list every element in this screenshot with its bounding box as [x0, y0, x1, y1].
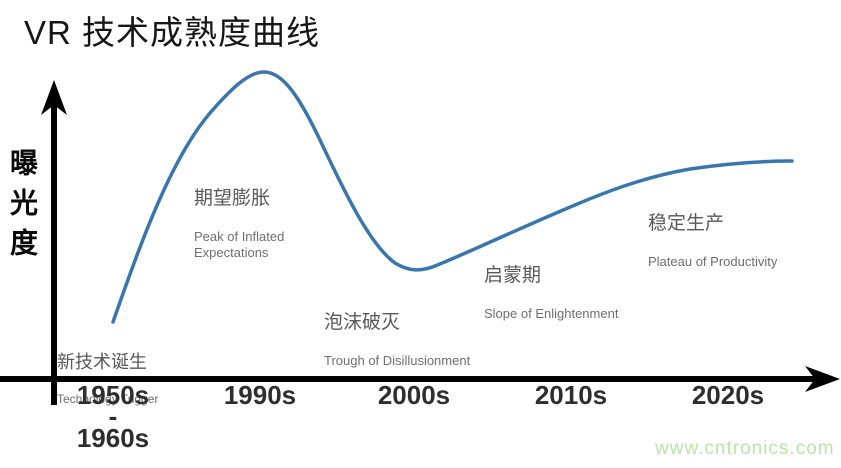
stage-plateau-of-productivity: 稳定生产 Plateau of Productivity [648, 195, 777, 288]
stage-trough-en: Trough of Disillusionment [324, 352, 471, 368]
y-axis-arrowhead-icon [41, 80, 67, 115]
stage-peak-en: Peak of Inflated Expectations [194, 228, 285, 261]
stage-technology-trigger-en: Technology Trigger [57, 391, 159, 406]
stage-peak-zh: 期望膨胀 [194, 188, 271, 209]
y-axis-label: 曝光度 [7, 148, 38, 268]
stage-technology-trigger-zh: 新技术诞生 [57, 352, 147, 372]
stage-technology-trigger: 新技术诞生 Technology Trigger [57, 334, 158, 425]
x-tick-1950s-1960s: 1950s - 1960s [76, 380, 150, 453]
stage-slope-zh: 启蒙期 [484, 265, 542, 286]
x-tick-2010s: 2010s [534, 380, 608, 410]
stage-peak-of-inflated-expectations: 期望膨胀 Peak of Inflated Expectations [194, 170, 284, 279]
x-tick-2000s: 2000s [377, 380, 451, 410]
stage-trough-of-disillusionment: 泡沫破灭 Trough of Disillusionment [324, 294, 470, 387]
stage-slope-of-enlightenment: 启蒙期 Slope of Enlightenment [484, 247, 618, 340]
x-tick-2020s: 2020s [691, 380, 765, 410]
hype-curve [111, 70, 794, 324]
watermark: www.cntronics.com [655, 438, 835, 459]
x-axis-arrowhead-icon [805, 366, 840, 392]
x-tick-1990s: 1990s [223, 380, 297, 410]
chart-title: VR 技术成熟度曲线 [24, 14, 321, 51]
stage-plateau-zh: 稳定生产 [648, 213, 725, 234]
stage-slope-en: Slope of Enlightenment [484, 305, 619, 321]
stage-plateau-en: Plateau of Productivity [648, 253, 778, 269]
stage-trough-zh: 泡沫破灭 [324, 312, 401, 333]
